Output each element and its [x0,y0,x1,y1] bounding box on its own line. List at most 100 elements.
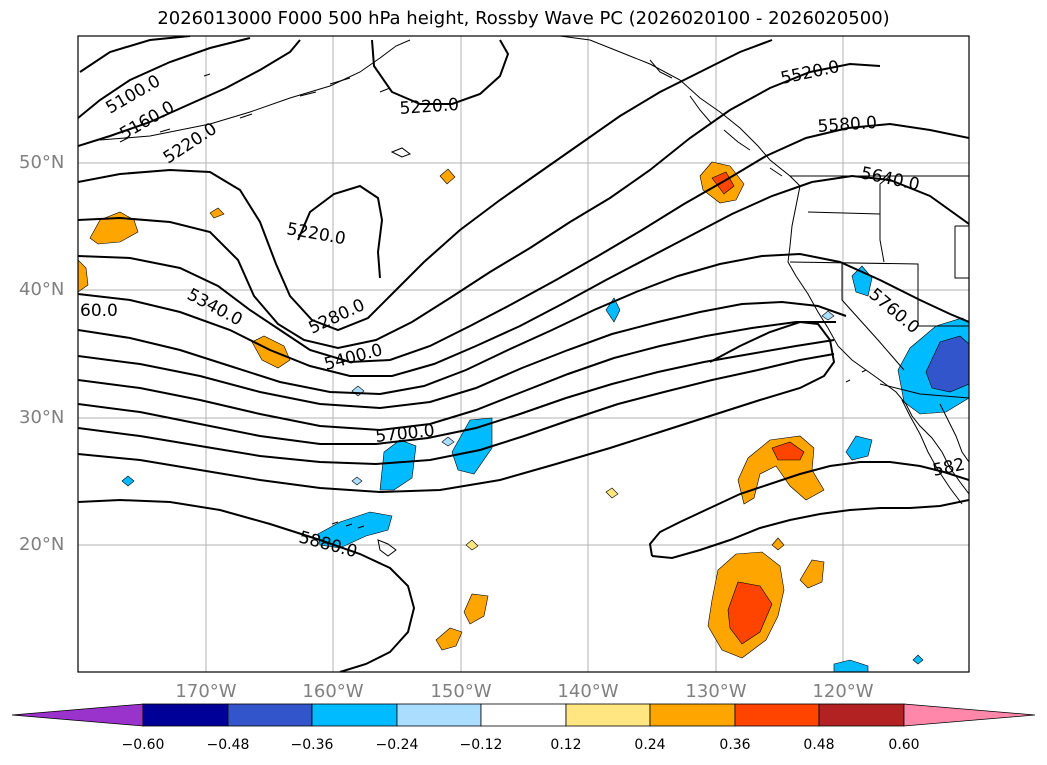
island-hawaii-1 [377,539,397,557]
contour-5700 [78,339,835,445]
map-title: 2026013000 F000 500 hPa height, Rossby W… [157,8,890,29]
state-border-or-ca [789,261,919,278]
lon-label-120w: 120°W [812,681,874,702]
island-hawaii-2 [331,521,365,529]
colorbar-tick-pos060: 0.60 [888,737,920,753]
lat-label-20n: 20°N [19,534,65,555]
anomaly-neg-7 [845,435,873,461]
contour-5220-north [371,39,510,105]
colorbar-bin-3 [311,703,398,727]
state-border-az [917,278,969,327]
gridlines [78,36,969,672]
colorbar-bin-9 [818,703,905,727]
anomaly-neg-10 [351,476,363,486]
colorbar-tick-neg048: −0.48 [206,737,250,753]
colorbar-bin-4 [396,703,482,727]
contour-label-edge-west: 60.0 [80,301,118,321]
anomaly-neg-6-core [925,335,969,393]
anomaly-neg-13 [821,310,835,321]
coastline-gulf-of-alaska [559,36,801,187]
anomaly-neg-12 [912,654,924,665]
colorbar-bin-1 [142,703,229,727]
state-border-ca-nv [841,264,905,371]
colorbar-tick-pos024: 0.24 [634,737,666,753]
state-border-ut [954,225,969,279]
colorbar-bin-2 [227,703,313,727]
coastline-alaska-islands [119,77,391,143]
lon-label-140w: 140°W [557,681,619,702]
anomaly-pos-2 [78,259,89,293]
colorbar-tick-pos036: 0.36 [719,737,751,753]
map-plot-area: 5100.0 5160.0 5220.0 5220.0 5220.0 5520.… [78,36,969,672]
contour-5460 [78,174,969,377]
lon-label-170w: 170°W [175,681,237,702]
colorbar-bin-8 [734,703,820,727]
height-contours [78,36,969,672]
anomaly-pos-10 [463,593,489,625]
anomaly-neg-1 [379,439,417,491]
anomaly-neg-2 [451,417,493,475]
contour-5280 [78,39,773,332]
anomaly-pos-11 [435,627,463,651]
anomaly-pos-5 [251,335,291,369]
anomaly-pos-9 [799,559,825,589]
coastlines [99,36,969,557]
negative-anomalies [121,265,969,672]
colorbar-tick-pos048: 0.48 [803,737,835,753]
lon-label-130w: 130°W [685,681,747,702]
contour-5220-west [78,39,301,147]
island-small-1 [390,147,412,158]
contour-5580 [78,300,847,410]
anomaly-pos-3 [209,207,225,219]
colorbar-tick-neg060: −0.60 [121,737,165,753]
contour-5520 [78,252,969,396]
contour-5640 [78,321,836,432]
anomaly-pos-8-core [727,581,773,645]
anomaly-pos-7-core [771,441,805,461]
island-small-2 [203,73,867,383]
anomaly-neg-8 [121,475,135,487]
contour-5400 [78,122,969,364]
lon-label-150w: 150°W [430,681,492,702]
coastline-alaska [99,39,411,141]
colorbar-bin-5 [480,703,567,727]
contour-5760 [78,353,835,466]
anomaly-pos-12 [605,487,619,499]
lat-label-30n: 30°N [19,407,65,428]
positive-anomalies [78,161,825,659]
contour-5820 [78,320,836,494]
colorbar-bin-6 [565,703,651,727]
colorbar-extend-high [903,703,1036,727]
anomaly-neg-11 [833,659,869,672]
anomaly-neg-14 [441,436,455,447]
lat-label-40n: 40°N [19,279,65,300]
country-border-us-mexico [879,383,969,399]
anomaly-neg-3 [317,511,393,549]
colorbar-extend-low [11,703,144,727]
contour-5100 [79,36,191,73]
lon-label-160w: 160°W [302,681,364,702]
anomaly-pos-13 [465,539,479,551]
coastline-baja [901,399,963,505]
contour-5880 [78,498,416,672]
contour-5880-east [648,461,969,557]
anomaly-pos-14 [771,537,785,551]
map-frame [77,35,970,673]
contour-label-5220-b: 5220.0 [399,95,460,119]
coastline-gulf-california [939,403,969,463]
colorbar-tick-neg012: −0.12 [459,737,503,753]
contour-5160 [78,37,251,119]
colorbar [11,703,1036,727]
colorbar-tick-pos012: 0.12 [550,737,582,753]
colorbar-tick-neg036: −0.36 [290,737,334,753]
colorbar-bin-7 [649,703,736,727]
contour-5220-closed [297,184,384,279]
contour-label-5580: 5580.0 [817,113,878,137]
colorbar-tick-neg024: −0.24 [375,737,419,753]
contour-5880-east-lower [651,499,969,560]
coastline-bc-islands [649,59,783,177]
anomaly-pos-4 [439,168,456,185]
contour-5340 [78,62,881,350]
lat-label-50n: 50°N [19,152,65,173]
